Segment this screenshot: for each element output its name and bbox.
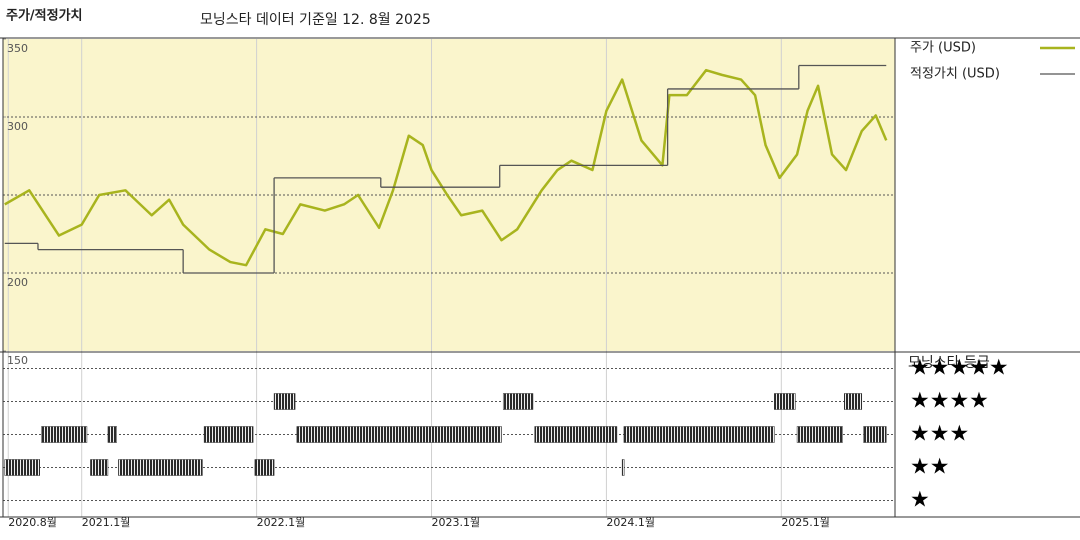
rating-bar: [502, 393, 534, 410]
chart-title: 주가/적정가치: [6, 8, 83, 24]
rating-bar: [534, 426, 618, 443]
x-tick-label: 2021.1월: [82, 516, 131, 529]
rating-bar: [118, 459, 203, 476]
rating-bar: [774, 393, 796, 410]
x-tick-label: 2023.1월: [432, 516, 481, 529]
y-tick-label: 150: [7, 354, 28, 367]
x-tick-label: 2022.1월: [257, 516, 306, 529]
rating-bar: [621, 459, 625, 476]
rating-bar: [107, 426, 117, 443]
rating-label: ★★: [910, 455, 949, 480]
rating-bar: [41, 426, 88, 443]
rating-bar: [90, 459, 109, 476]
rating-label: ★★★: [910, 422, 969, 447]
rating-bar: [4, 459, 40, 476]
y-tick-label: 300: [7, 120, 28, 133]
x-tick-label: 2025.1월: [781, 516, 830, 529]
rating-bar: [203, 426, 254, 443]
chart-subtitle: 모닝스타 데이터 기준일 12. 8월 2025: [200, 12, 431, 28]
rating-label: ★★★★: [910, 389, 989, 414]
rating-bar: [254, 459, 275, 476]
legend-label: 적정가치 (USD): [910, 67, 1000, 82]
legend-label: 주가 (USD): [910, 41, 976, 56]
rating-bar: [296, 426, 502, 443]
rating-label: ★: [910, 488, 930, 513]
y-tick-label: 200: [7, 276, 28, 289]
rating-bar: [844, 393, 863, 410]
rating-bar: [796, 426, 843, 443]
rating-title: 모닝스타 등급: [908, 355, 990, 371]
rating-bar: [273, 393, 296, 410]
x-tick-label: 2020.8월: [8, 516, 57, 529]
y-tick-label: 350: [7, 42, 28, 55]
x-tick-label: 2024.1월: [606, 516, 655, 529]
rating-label: ★★★★★: [910, 356, 1009, 381]
price-line: [4, 68, 888, 267]
rating-bar: [623, 426, 775, 443]
rating-bar: [863, 426, 887, 443]
